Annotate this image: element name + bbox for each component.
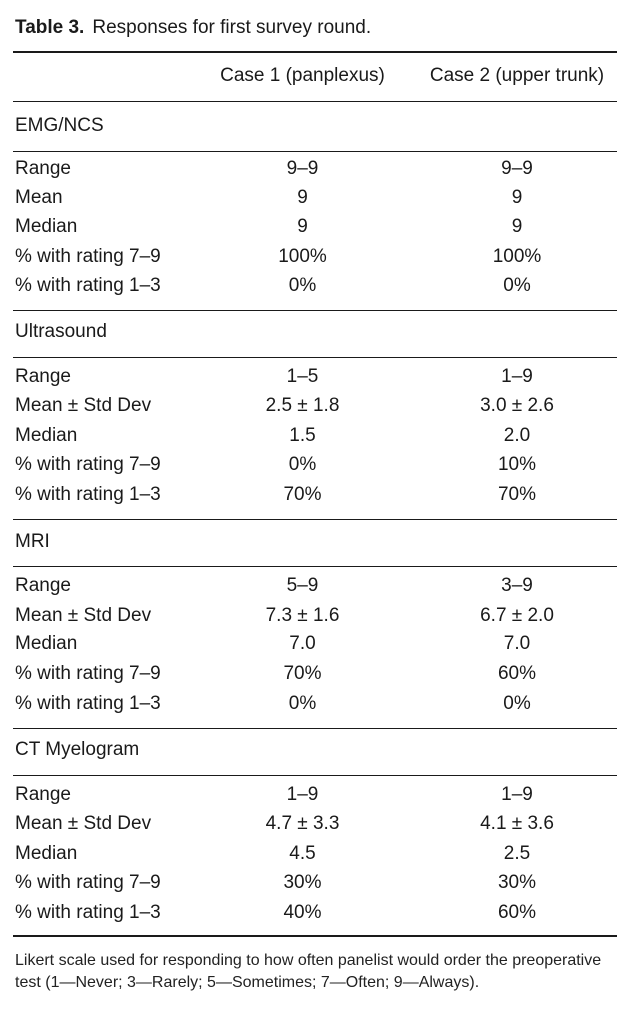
cell-case2: 1–9 <box>501 366 533 387</box>
cell-case1: 9–9 <box>286 158 319 179</box>
row-label: % with rating 7–9 <box>15 663 161 684</box>
section-divider <box>13 519 617 520</box>
row-label: Median <box>15 633 78 654</box>
row-label: % with rating 7–9 <box>15 246 161 267</box>
cell-case2: 6.7 ± 2.0 <box>480 605 554 626</box>
cell-case2: 9–9 <box>501 158 533 179</box>
cell-case2: 100% <box>492 246 542 267</box>
cell-case2: 7.0 <box>503 633 531 654</box>
section-rule-mri <box>13 566 617 567</box>
cell-case1: 0% <box>288 275 317 296</box>
cell-case1: 100% <box>278 246 327 267</box>
cell-case1: 7.0 <box>289 633 316 654</box>
cell-case1: 70% <box>283 484 322 505</box>
cell-case1: 0% <box>288 454 317 475</box>
cell-case2: 60% <box>497 902 537 923</box>
cell-case2: 0% <box>503 693 531 714</box>
row-label: Range <box>15 575 71 596</box>
cell-case1: 30% <box>283 872 322 893</box>
section-title-ct-myelogram: CT Myelogram <box>15 739 140 760</box>
cell-case1: 1.5 <box>289 425 316 446</box>
section-divider <box>13 728 617 729</box>
cell-case2: 9 <box>511 187 523 208</box>
cell-case1: 40% <box>283 902 322 923</box>
table-footnote: Likert scale used for responding to how … <box>15 952 602 991</box>
cell-case2: 9 <box>511 216 523 237</box>
column-header-case1: Case 1 (panplexus) <box>220 65 385 86</box>
row-label: % with rating 1–3 <box>15 484 161 505</box>
cell-case1: 7.3 ± 1.6 <box>265 605 340 626</box>
row-label: % with rating 1–3 <box>15 275 161 296</box>
cell-case1: 5–9 <box>286 575 319 596</box>
section-rule-ultrasound <box>13 357 617 358</box>
cell-case1: 1–5 <box>286 366 319 387</box>
row-label: Median <box>15 425 78 446</box>
cell-case1: 4.7 ± 3.3 <box>265 813 340 834</box>
cell-case2: 0% <box>503 275 531 296</box>
cell-case2: 1–9 <box>501 784 533 805</box>
section-title-mri: MRI <box>15 531 50 552</box>
cell-case2: 10% <box>497 454 537 475</box>
row-label: Mean <box>15 187 63 208</box>
cell-case2: 4.1 ± 3.6 <box>480 813 554 834</box>
section-title-ultrasound: Ultrasound <box>15 321 107 342</box>
cell-case2: 30% <box>497 872 537 893</box>
row-label: Mean ± Std Dev <box>15 813 152 834</box>
row-label: % with rating 1–3 <box>15 693 161 714</box>
row-label: % with rating 1–3 <box>15 902 161 923</box>
cell-case2: 2.5 <box>503 843 531 864</box>
bottom-rule <box>13 935 617 937</box>
header-rule <box>13 101 617 102</box>
cell-case2: 3–9 <box>501 575 533 596</box>
cell-case1: 2.5 ± 1.8 <box>265 395 340 416</box>
table-caption: Table 3. Responses for first survey round… <box>15 16 371 40</box>
table-caption-label: Table 3. <box>15 17 85 38</box>
section-rule-emg <box>13 151 617 152</box>
section-rule-ct-myelogram <box>13 775 617 776</box>
table-caption-text: Responses for first survey round. <box>92 17 372 38</box>
cell-case1: 70% <box>283 663 322 684</box>
row-label: Mean ± Std Dev <box>15 395 152 416</box>
cell-case1: 4.5 <box>289 843 316 864</box>
cell-case2: 2.0 <box>503 425 531 446</box>
row-label: Range <box>15 366 71 387</box>
top-rule <box>13 51 617 53</box>
cell-case1: 0% <box>288 693 317 714</box>
row-label: % with rating 7–9 <box>15 872 161 893</box>
cell-case2: 70% <box>497 484 537 505</box>
column-header-case2: Case 2 (upper trunk) <box>429 65 605 86</box>
row-label: Range <box>15 158 71 179</box>
section-divider <box>13 310 617 311</box>
cell-case1: 1–9 <box>286 784 319 805</box>
row-label: Median <box>15 843 78 864</box>
row-label: % with rating 7–9 <box>15 454 161 475</box>
cell-case1: 9 <box>297 216 308 237</box>
section-title-emg: EMG/NCS <box>15 115 104 136</box>
cell-case2: 60% <box>497 663 537 684</box>
row-label: Median <box>15 216 78 237</box>
cell-case2: 3.0 ± 2.6 <box>480 395 554 416</box>
cell-case1: 9 <box>297 187 308 208</box>
row-label: Range <box>15 784 71 805</box>
row-label: Mean ± Std Dev <box>15 605 152 626</box>
